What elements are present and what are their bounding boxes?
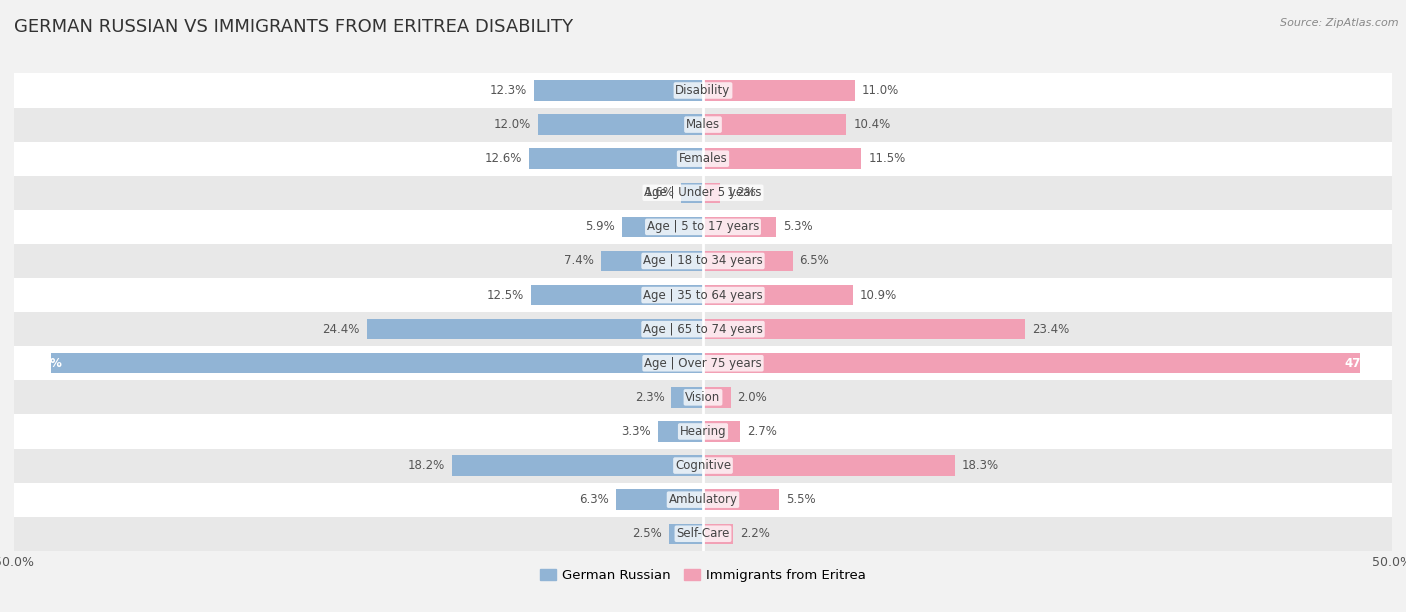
Bar [703,217,776,237]
Bar [530,149,703,169]
Bar [14,312,1392,346]
Text: 5.9%: 5.9% [585,220,614,233]
Bar [51,353,703,373]
Text: 24.4%: 24.4% [322,323,360,335]
Text: 12.3%: 12.3% [489,84,527,97]
Bar [367,319,703,340]
Bar [703,80,855,101]
Text: Age | 65 to 74 years: Age | 65 to 74 years [643,323,763,335]
Bar [703,455,955,476]
Text: 2.0%: 2.0% [738,391,768,404]
Bar [703,182,720,203]
Bar [616,490,703,510]
Bar [14,346,1392,380]
Bar [14,73,1392,108]
Text: Males: Males [686,118,720,131]
Bar [14,380,1392,414]
Bar [533,80,703,101]
Text: 18.3%: 18.3% [962,459,1000,472]
Bar [14,108,1392,141]
Bar [14,517,1392,551]
Bar [703,421,740,442]
Text: Self-Care: Self-Care [676,528,730,540]
Text: 6.5%: 6.5% [800,255,830,267]
Bar [14,176,1392,210]
Text: 5.3%: 5.3% [783,220,813,233]
Bar [681,182,703,203]
Bar [621,217,703,237]
Bar [703,490,779,510]
Bar [537,114,703,135]
Text: Ambulatory: Ambulatory [668,493,738,506]
Text: Disability: Disability [675,84,731,97]
Text: 23.4%: 23.4% [1032,323,1070,335]
Text: Hearing: Hearing [679,425,727,438]
Text: 47.7%: 47.7% [1344,357,1385,370]
Bar [703,353,1360,373]
Text: 12.6%: 12.6% [485,152,523,165]
Text: 18.2%: 18.2% [408,459,446,472]
Bar [14,449,1392,483]
Bar [703,251,793,271]
Bar [703,285,853,305]
Bar [14,483,1392,517]
Bar [14,244,1392,278]
Bar [453,455,703,476]
Text: Age | 5 to 17 years: Age | 5 to 17 years [647,220,759,233]
Text: 2.2%: 2.2% [740,528,770,540]
Text: Females: Females [679,152,727,165]
Text: Age | Over 75 years: Age | Over 75 years [644,357,762,370]
Text: 1.2%: 1.2% [727,186,756,200]
Bar [671,387,703,408]
Text: 1.6%: 1.6% [644,186,673,200]
Text: 11.5%: 11.5% [869,152,905,165]
Text: 10.9%: 10.9% [860,289,897,302]
Text: GERMAN RUSSIAN VS IMMIGRANTS FROM ERITREA DISABILITY: GERMAN RUSSIAN VS IMMIGRANTS FROM ERITRE… [14,18,574,36]
Bar [600,251,703,271]
Text: 7.4%: 7.4% [564,255,595,267]
Bar [703,114,846,135]
Legend: German Russian, Immigrants from Eritrea: German Russian, Immigrants from Eritrea [534,564,872,587]
Bar [703,149,862,169]
Text: Age | 35 to 64 years: Age | 35 to 64 years [643,289,763,302]
Text: 2.3%: 2.3% [634,391,665,404]
Bar [14,414,1392,449]
Text: Vision: Vision [685,391,721,404]
Text: 11.0%: 11.0% [862,84,898,97]
Bar [14,278,1392,312]
Text: Age | Under 5 years: Age | Under 5 years [644,186,762,200]
Text: 2.7%: 2.7% [747,425,778,438]
Text: 5.5%: 5.5% [786,493,815,506]
Text: 10.4%: 10.4% [853,118,890,131]
Text: Cognitive: Cognitive [675,459,731,472]
Text: Source: ZipAtlas.com: Source: ZipAtlas.com [1281,18,1399,28]
Text: Age | 18 to 34 years: Age | 18 to 34 years [643,255,763,267]
Bar [703,387,731,408]
Text: 3.3%: 3.3% [621,425,651,438]
Bar [658,421,703,442]
Bar [703,523,734,544]
Text: 6.3%: 6.3% [579,493,609,506]
Text: 2.5%: 2.5% [631,528,662,540]
Text: 12.5%: 12.5% [486,289,524,302]
Bar [14,210,1392,244]
Bar [14,141,1392,176]
Text: 12.0%: 12.0% [494,118,531,131]
Text: 47.3%: 47.3% [21,357,62,370]
Bar [531,285,703,305]
Bar [703,319,1025,340]
Bar [669,523,703,544]
